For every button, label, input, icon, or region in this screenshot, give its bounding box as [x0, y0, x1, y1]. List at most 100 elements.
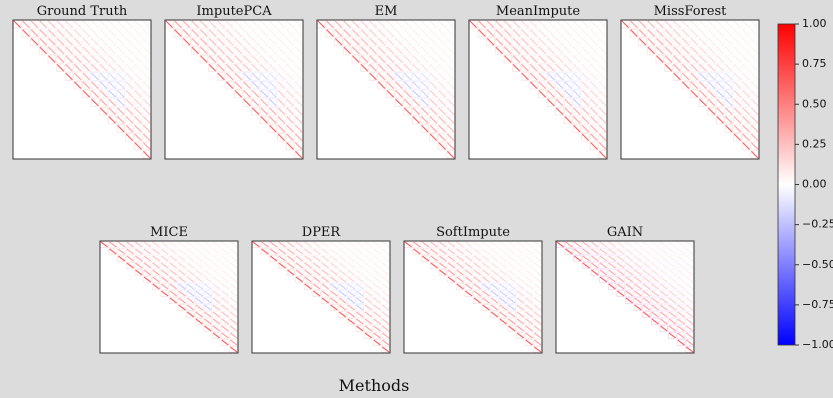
heatmap-texture	[338, 311, 347, 318]
heatmap-texture	[660, 269, 668, 276]
heatmap-cell	[642, 311, 651, 318]
heatmap-texture	[364, 332, 373, 339]
heatmap-cell	[741, 98, 751, 107]
heatmap-texture	[134, 55, 142, 63]
heatmap-texture	[269, 55, 277, 63]
heatmap-cell	[143, 262, 152, 269]
heatmap-cell	[286, 269, 295, 276]
heatmap-cell	[473, 290, 482, 297]
heatmap-texture	[429, 72, 438, 81]
heatmap-texture	[169, 276, 177, 283]
heatmap-texture	[286, 116, 294, 124]
heatmap-cell	[707, 46, 716, 55]
heatmap-cell	[312, 283, 321, 290]
heatmap-texture	[142, 81, 151, 89]
heatmap-texture	[99, 107, 108, 115]
heatmap-cell	[82, 89, 91, 98]
heatmap-texture	[186, 255, 195, 262]
heatmap-texture	[508, 241, 516, 248]
heatmap-cell	[664, 37, 673, 46]
heatmap-cell	[707, 107, 716, 116]
heatmap-cell	[372, 276, 382, 283]
heatmap-cell	[260, 54, 269, 64]
heatmap-texture	[742, 20, 750, 29]
heatmap-texture	[82, 20, 91, 29]
heatmap-cell	[607, 255, 617, 262]
heatmap-texture	[733, 98, 742, 107]
heatmap-texture	[508, 297, 516, 304]
heatmap-cell	[169, 255, 178, 262]
heatmap-cell	[355, 248, 364, 255]
heatmap-texture	[152, 255, 160, 262]
heatmap-texture	[725, 90, 733, 98]
heatmap-cell	[195, 304, 204, 311]
heatmap-cell	[546, 28, 556, 38]
heatmap-texture	[221, 311, 229, 318]
heatmap-cell	[464, 276, 473, 283]
heatmap-texture	[547, 37, 555, 46]
heatmap-cell	[220, 304, 230, 311]
heatmap-texture	[182, 20, 191, 29]
heatmap-texture	[134, 133, 142, 142]
heatmap-cell	[538, 37, 547, 46]
heatmap-texture	[125, 107, 134, 115]
heatmap-cell	[581, 133, 590, 142]
heatmap-texture	[230, 262, 238, 269]
heatmap-cell	[394, 72, 404, 81]
heatmap-texture	[217, 55, 225, 63]
heatmap-texture	[108, 46, 116, 55]
heatmap-cell	[151, 276, 161, 283]
heatmap-texture	[135, 241, 143, 248]
heatmap-texture	[681, 20, 690, 29]
heatmap-texture	[125, 133, 134, 142]
heatmap-cell	[690, 63, 699, 72]
heatmap-texture	[412, 107, 420, 115]
heatmap-cell	[581, 89, 590, 98]
heatmap-texture	[161, 276, 169, 283]
heatmap-texture	[677, 339, 685, 346]
heatmap-cell	[191, 46, 200, 55]
heatmap-cell	[412, 37, 421, 46]
heatmap-cell	[364, 248, 373, 255]
heatmap-cell	[655, 37, 664, 46]
heatmap-texture	[651, 241, 659, 248]
heatmap-texture	[525, 304, 533, 311]
heatmap-cell	[386, 28, 395, 38]
heatmap-texture	[287, 262, 295, 269]
heatmap-cell	[664, 46, 673, 55]
heatmap-cell	[386, 63, 395, 72]
heatmap-cell	[225, 63, 234, 72]
heatmap-texture	[73, 46, 82, 55]
heatmap-cell	[438, 269, 447, 276]
heatmap-texture	[142, 98, 151, 107]
heatmap-texture	[598, 81, 607, 89]
heatmap-cell	[555, 107, 564, 116]
heatmap-texture	[686, 283, 694, 290]
heatmap-cell	[420, 124, 429, 133]
heatmap-texture	[412, 90, 420, 98]
heatmap-texture	[295, 269, 304, 276]
heatmap-texture	[161, 262, 169, 269]
heatmap-texture	[174, 29, 182, 37]
heatmap-cell	[169, 283, 178, 290]
heatmap-texture	[169, 262, 177, 269]
heatmap-texture	[673, 46, 681, 55]
heatmap-cell	[116, 124, 125, 133]
heatmap-texture	[664, 55, 673, 63]
heatmap-cell	[186, 304, 195, 311]
heatmap-cell	[499, 276, 508, 283]
heatmap-texture	[534, 311, 542, 318]
heatmap-cell	[698, 28, 708, 38]
heatmap-texture	[321, 276, 329, 283]
heatmap-texture	[117, 72, 125, 81]
heatmap-texture	[91, 72, 99, 81]
heatmap-texture	[534, 339, 542, 346]
heatmap-texture	[742, 81, 750, 89]
heatmap-texture	[269, 81, 277, 89]
heatmap-cell	[455, 255, 465, 262]
heatmap-texture	[356, 262, 364, 269]
heatmap-texture	[581, 64, 590, 72]
heatmap-texture	[508, 311, 516, 318]
heatmap-texture	[534, 304, 542, 311]
heatmap-cell	[372, 332, 382, 339]
